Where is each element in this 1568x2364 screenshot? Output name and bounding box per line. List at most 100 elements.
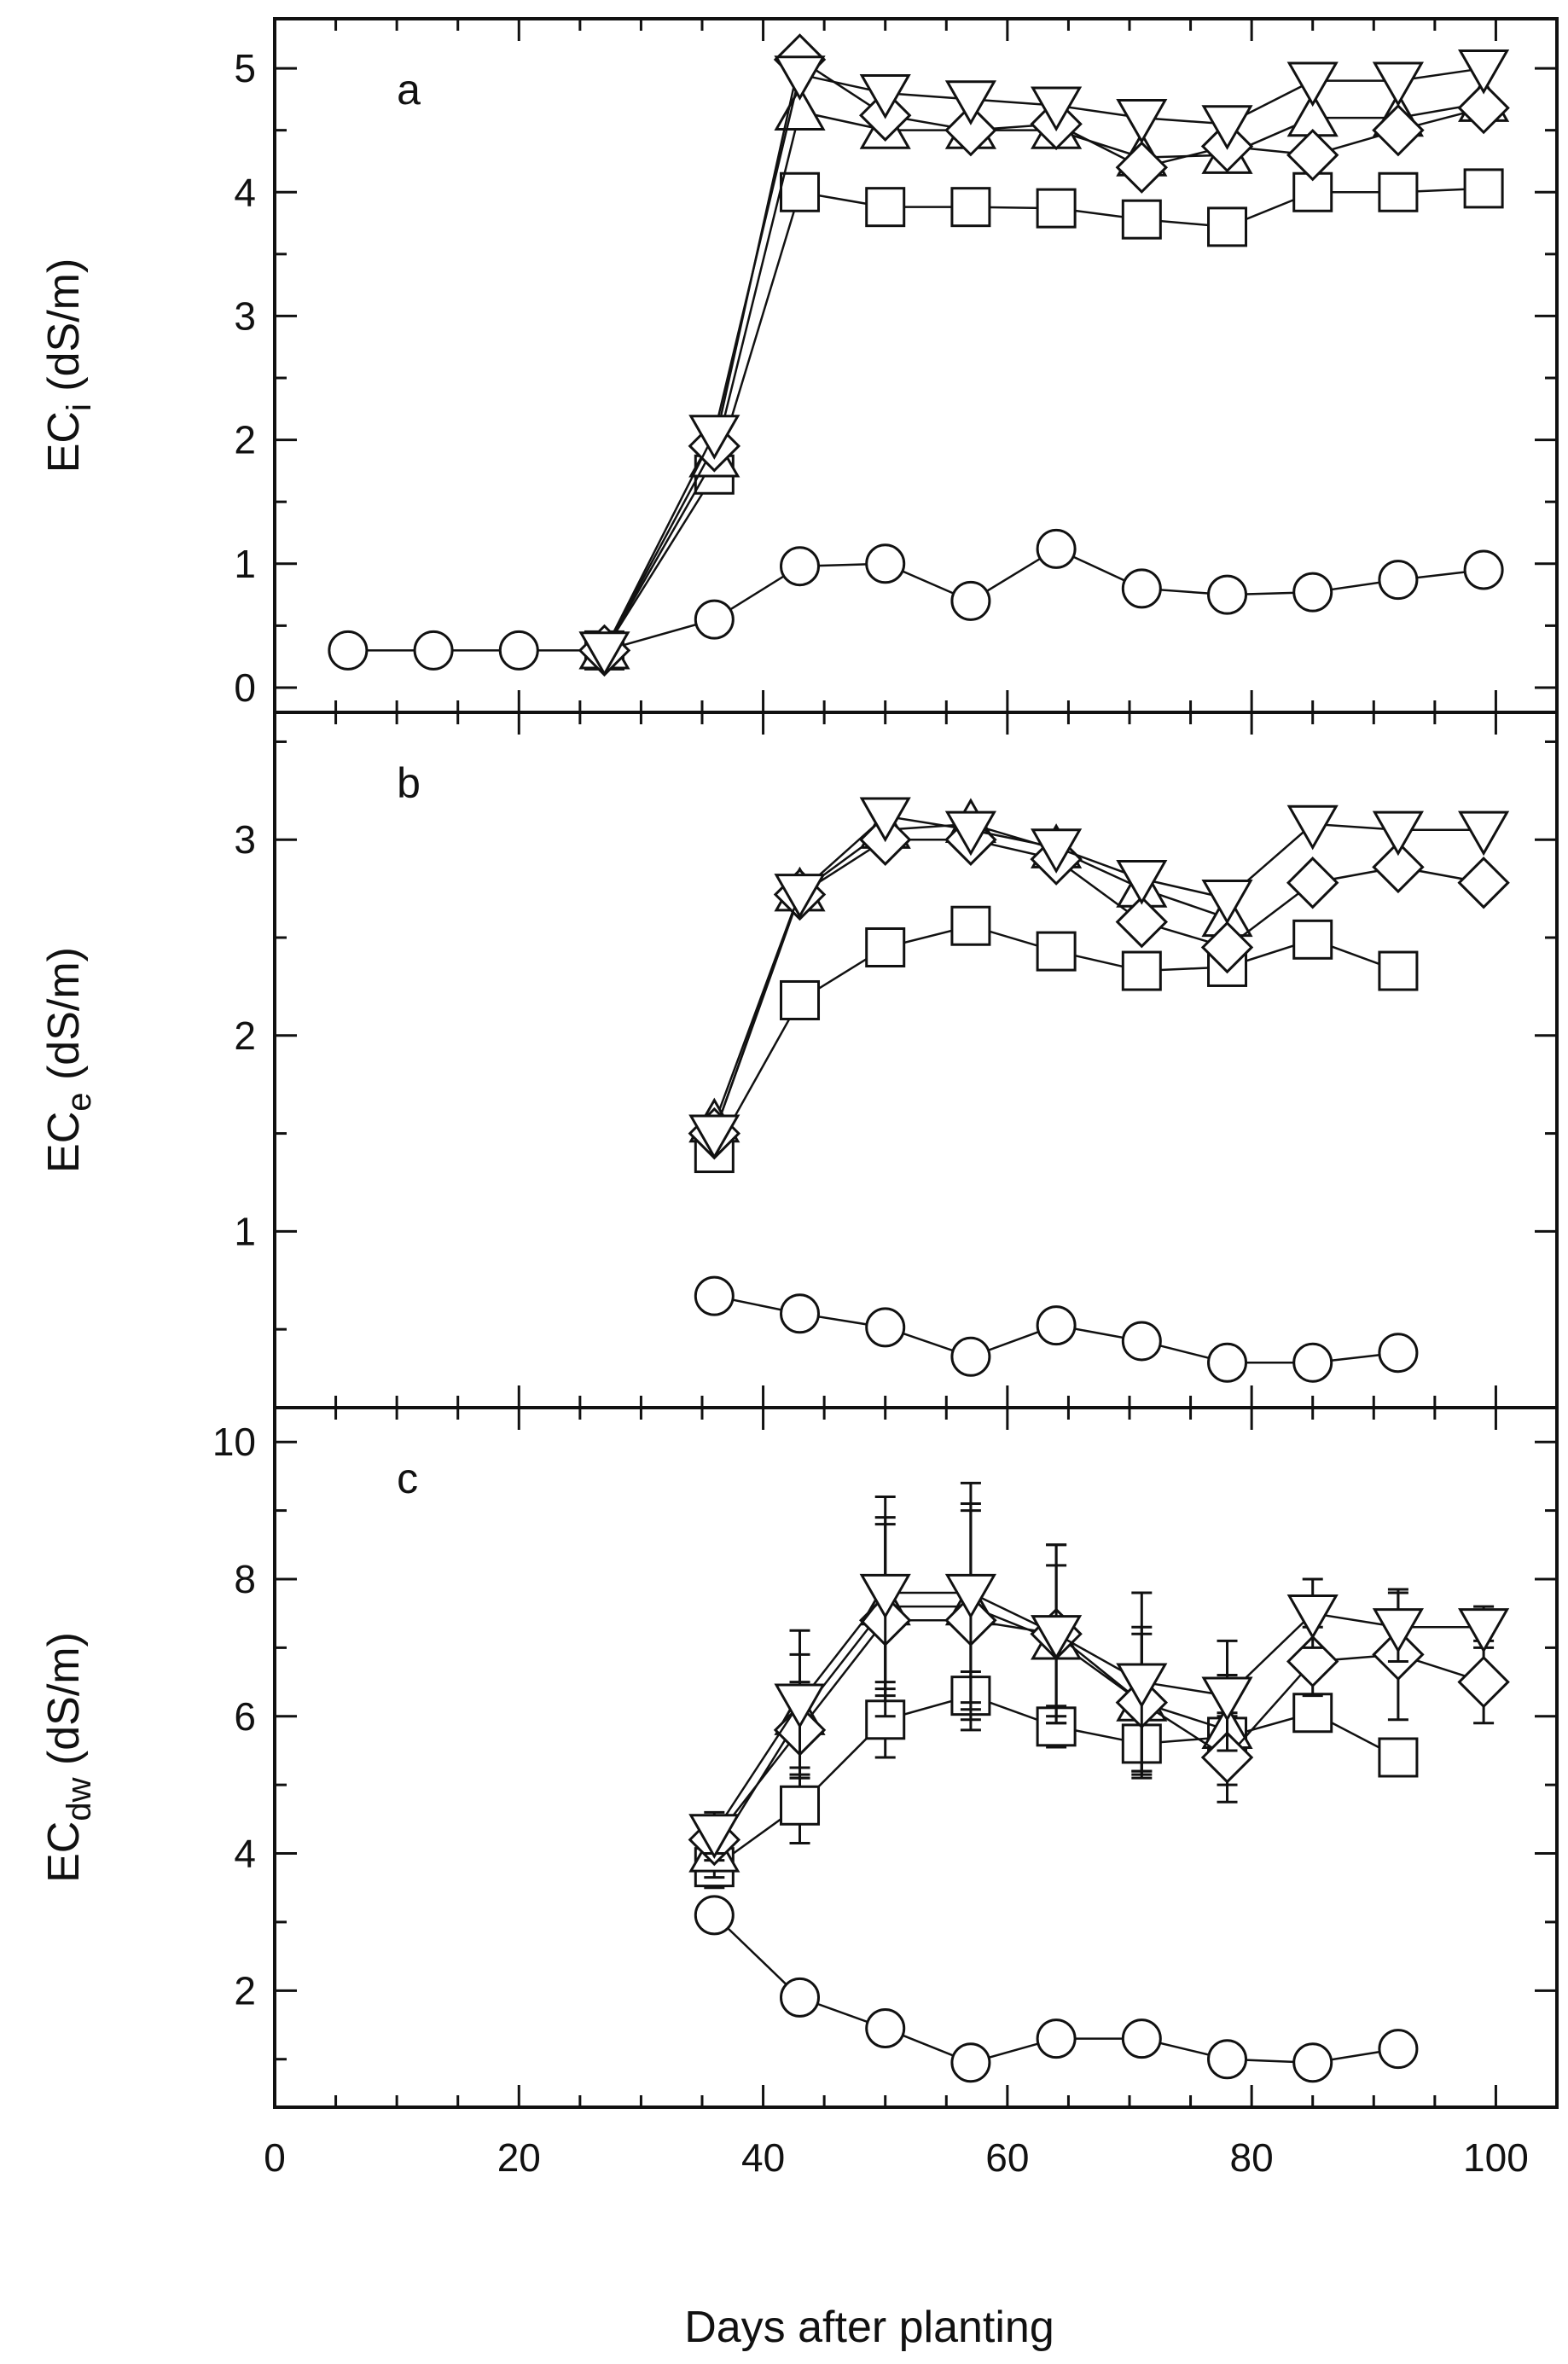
data-point-circle [780,1293,821,1334]
y-axis-title: ECi (dS/m) [39,258,98,473]
data-point-circle [328,630,369,671]
data-point-triangle-down [859,797,911,843]
panel-label: b [397,759,421,807]
y-tick-label: 2 [234,1968,256,2013]
data-point-triangle-down [1116,1663,1168,1709]
data-point-circle [1292,2042,1333,2083]
data-point-diamond [1286,857,1339,909]
data-point-triangle-down [688,1114,740,1160]
data-point-circle [865,543,906,584]
x-axis-title: Days after planting [684,2303,1054,2352]
data-point-circle [1378,2029,1419,2070]
data-point-square [1121,950,1162,991]
data-point-circle [780,1977,821,2018]
series-triangle-down [688,797,1510,1160]
series-line-triangle-down [713,815,1484,1135]
data-point-circle [413,630,454,671]
data-point-triangle-down [1458,49,1510,95]
data-point-circle [950,1336,991,1377]
panel-frame [273,1406,1559,2109]
data-point-diamond [1457,81,1510,135]
data-point-triangle-down [1372,810,1424,857]
data-point-square [865,926,906,967]
y-tick-label: 4 [234,1832,256,1876]
data-point-circle [1463,549,1504,590]
series-circle [328,528,1504,671]
data-point-triangle-down [688,415,740,460]
data-point-square [1378,171,1419,212]
y-axis-title-sub: dw [61,1777,98,1821]
y-tick-label: 1 [234,542,256,586]
data-point-circle [498,630,539,671]
data-point-triangle-down [1458,810,1510,857]
data-point-square [1378,1737,1419,1778]
data-point-triangle-down [859,1573,911,1619]
data-point-square [1036,188,1077,229]
data-point-circle [780,546,821,587]
y-tick-label: 2 [234,418,256,462]
data-point-square [1292,1693,1333,1734]
data-point-diamond [1372,103,1425,157]
data-point-square [1292,919,1333,960]
data-point-diamond [944,103,997,157]
data-point-triangle-down [944,80,996,125]
data-point-triangle-down [1116,860,1168,905]
data-point-diamond [1115,141,1169,194]
data-point-diamond [1372,840,1425,894]
data-point-circle [694,1895,735,1936]
data-point-triangle-down [1116,99,1168,144]
data-point-circle [694,599,735,640]
panel-frame [273,17,1559,714]
data-point-circle [1378,560,1419,601]
data-point-triangle-down [688,1814,740,1859]
y-tick-label: 1 [234,1209,256,1253]
data-point-circle [1121,2018,1162,2059]
y-tick-label: 10 [212,1420,256,1464]
x-tick-label: 80 [1230,2135,1274,2180]
data-point-square [950,905,991,946]
data-point-circle [950,580,991,621]
data-point-triangle-down [578,631,630,677]
panel-b: 1 2 3 b ECe (dS/m) [39,711,1559,1409]
data-point-triangle-down [1372,61,1424,107]
panel-frame [273,711,1559,1409]
series-line-triangle-down [713,1591,1484,1834]
y-tick-label: 5 [234,46,256,90]
data-point-circle [1036,528,1077,569]
y-axis-title: ECdw (dS/m) [39,1632,98,1883]
data-point-circle [950,2042,991,2083]
data-point-triangle-down [1286,804,1339,851]
y-tick-label: 6 [234,1694,256,1739]
data-point-triangle-down [774,874,826,919]
data-point-circle [865,2008,906,2049]
series-triangle-up [578,77,1510,670]
data-point-circle [1121,568,1162,609]
data-point-triangle-down [1031,828,1083,874]
data-point-triangle-down [944,1573,996,1619]
data-point-diamond [1286,128,1339,182]
data-point-circle [865,1307,906,1348]
y-tick-label: 8 [234,1557,256,1601]
y-tick-label: 3 [234,817,256,862]
data-point-triangle-down [1458,1608,1510,1653]
data-point-square [780,1785,821,1826]
data-point-triangle-down [1201,879,1253,925]
series-circle [694,1895,1419,2083]
series-triangle-down [578,49,1510,677]
series-diamond [578,33,1510,677]
data-point-triangle-down [859,73,911,119]
data-point-circle [1121,1321,1162,1362]
data-point-square [1036,931,1077,972]
data-point-triangle-down [1201,105,1253,150]
data-point-triangle-down [1031,1615,1083,1660]
series-circle [694,1275,1419,1383]
data-point-circle [1207,2039,1248,2080]
y-axis-title-sub: i [61,404,98,411]
data-point-diamond [1200,1731,1254,1784]
data-point-circle [1207,1342,1248,1383]
data-point-triangle-down [774,1683,826,1729]
data-point-square [1378,950,1419,991]
data-point-square [865,187,906,228]
data-point-circle [1378,1333,1419,1374]
y-axis-title-main: EC [39,411,89,473]
